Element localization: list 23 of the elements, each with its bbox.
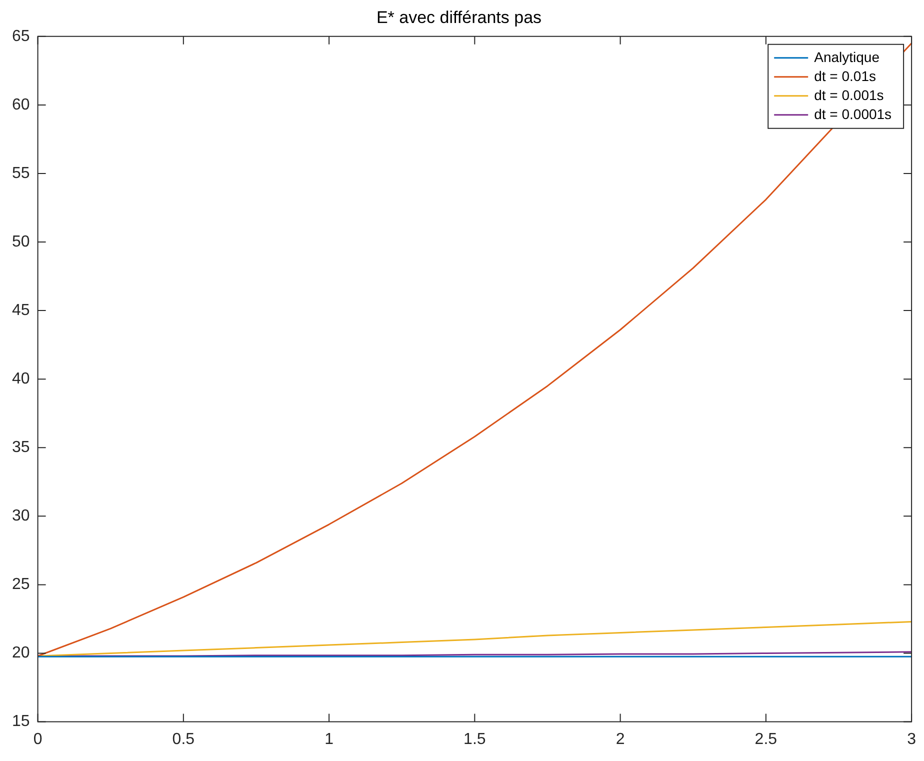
x-tick-label: 1: [324, 730, 334, 748]
x-tick-label: 2: [616, 730, 625, 748]
y-tick-label: 15: [12, 713, 30, 730]
y-tick-label: 45: [12, 302, 30, 319]
y-tick-label: 25: [12, 576, 30, 594]
y-tick-label: 50: [12, 233, 30, 250]
y-tick-label: 55: [12, 164, 30, 182]
y-tick-label: 40: [12, 370, 30, 388]
x-tick-label: 0: [33, 730, 42, 748]
legend-label: dt = 0.0001s: [814, 106, 892, 122]
x-tick-label: 0.5: [172, 730, 195, 748]
legend-label: dt = 0.01s: [814, 68, 876, 84]
y-tick-label: 20: [12, 644, 30, 662]
y-tick-label: 30: [12, 508, 30, 525]
x-tick-label: 2.5: [754, 730, 778, 748]
y-tick-label: 35: [12, 439, 30, 456]
y-tick-label: 60: [12, 96, 30, 114]
legend-label: dt = 0.001s: [814, 86, 884, 103]
legend-label: Analytique: [814, 48, 880, 65]
x-tick-label: 1.5: [464, 730, 486, 748]
x-tick-label: 3: [907, 730, 916, 748]
chart-title: E* avec différants pas: [376, 8, 542, 27]
y-tick-label: 65: [12, 28, 30, 45]
